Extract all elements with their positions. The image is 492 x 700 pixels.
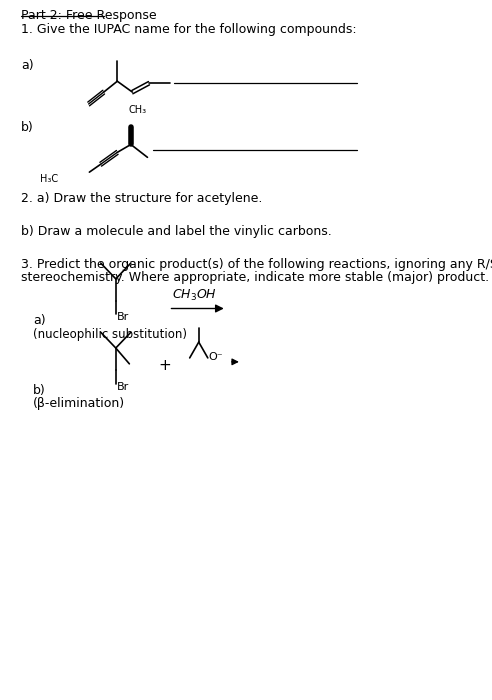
- Text: b): b): [33, 384, 46, 397]
- Text: H₃C: H₃C: [40, 174, 59, 184]
- Text: +: +: [159, 358, 172, 373]
- Text: O⁻: O⁻: [209, 352, 223, 362]
- Text: Part 2: Free Response: Part 2: Free Response: [21, 9, 156, 22]
- Text: Br: Br: [117, 312, 129, 323]
- Text: (nucleophilic substitution): (nucleophilic substitution): [33, 328, 187, 342]
- Text: 3. Predict the organic product(s) of the following reactions, ignoring any R/S: 3. Predict the organic product(s) of the…: [21, 258, 492, 271]
- Text: b) Draw a molecule and label the vinylic carbons.: b) Draw a molecule and label the vinylic…: [21, 225, 332, 237]
- Text: $CH_3OH$: $CH_3OH$: [172, 288, 216, 302]
- Text: 1. Give the IUPAC name for the following compounds:: 1. Give the IUPAC name for the following…: [21, 23, 356, 36]
- Text: a): a): [21, 59, 33, 71]
- Text: stereochemistry. Where appropriate, indicate more stable (major) product.: stereochemistry. Where appropriate, indi…: [21, 271, 489, 284]
- Text: a): a): [33, 314, 45, 328]
- Text: 2. a) Draw the structure for acetylene.: 2. a) Draw the structure for acetylene.: [21, 192, 262, 205]
- Text: b): b): [21, 121, 33, 134]
- Text: CH₃: CH₃: [128, 105, 147, 115]
- Text: (β-elimination): (β-elimination): [33, 398, 125, 410]
- Text: Br: Br: [117, 382, 129, 391]
